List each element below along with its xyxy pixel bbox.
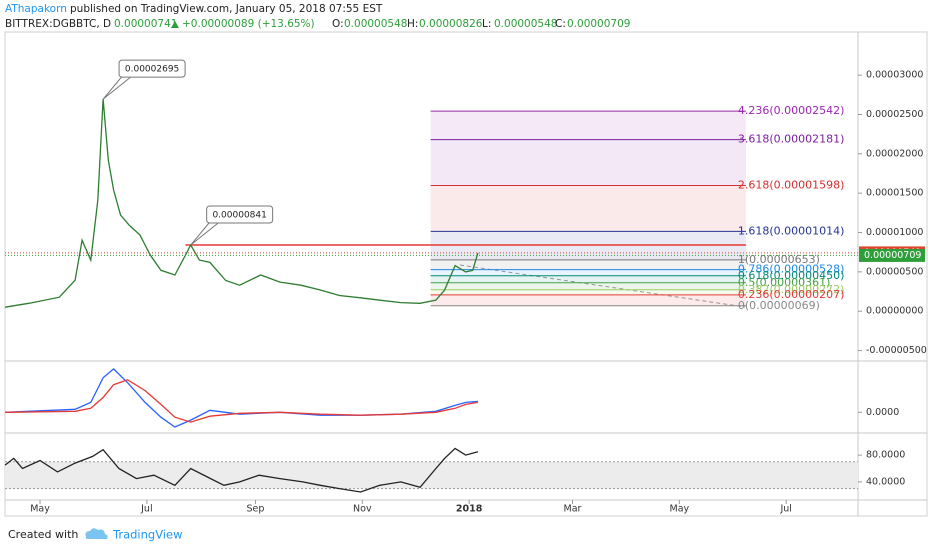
- y-tick-label: 0.00002000: [866, 148, 923, 159]
- price-tag: [859, 248, 925, 262]
- y-tick-label: 0.00001000: [866, 227, 923, 238]
- x-tick-label: Nov: [353, 504, 372, 515]
- y-tick-label: -0.00000500: [866, 345, 927, 356]
- x-tick-label: May: [30, 504, 50, 515]
- x-tick-label: 2018: [456, 504, 483, 515]
- series-line: [4, 99, 479, 308]
- author[interactable]: AThapakorn: [5, 3, 67, 15]
- y-tick-label: 40.0000: [866, 476, 905, 487]
- callout: [206, 205, 274, 224]
- fib-label: 0(0.00000069): [738, 299, 820, 312]
- y-tick-label: 0.00000000: [866, 306, 923, 317]
- x-tick-label: Sep: [247, 504, 265, 515]
- brand[interactable]: TradingView: [112, 528, 182, 542]
- callout: [118, 59, 186, 78]
- fib-label: 2.618(0.00001598): [738, 178, 845, 191]
- tradingview-logo: [85, 528, 108, 539]
- ohlc-value: 0.00000826: [419, 18, 483, 30]
- y-tick-label: 80.0000: [866, 450, 905, 461]
- fib-label: 0.5(0.00000361): [738, 276, 831, 289]
- y-tick-label: 0.00002500: [866, 109, 923, 120]
- symbol: BITTREX:DGBBTC, D: [5, 18, 111, 30]
- fib-label: 0.382(0.00000272): [738, 283, 845, 296]
- fib-label: 0.618(0.00000450): [738, 269, 845, 282]
- series-line: [4, 368, 478, 428]
- fib-zone: [430, 282, 746, 290]
- frame: [4, 31, 928, 517]
- ohlc-key: H:: [407, 18, 418, 30]
- up-arrow: [171, 21, 179, 28]
- change: +0.00000089 (+13.65%): [182, 18, 315, 30]
- ohlc-key: C:: [555, 18, 566, 30]
- ohlc-value: 0.00000548: [494, 18, 557, 30]
- fib-zone: [430, 275, 746, 283]
- fib-zone: [430, 185, 746, 232]
- price-tag-label: 0.00000709: [864, 250, 921, 261]
- fib-label: 0.786(0.00000528): [738, 263, 845, 276]
- x-tick-label: May: [670, 504, 690, 515]
- created-with: Created with: [8, 528, 78, 541]
- plot: -0.00000500 0.00000000 0.00000500 0.0000100…: [4, 59, 927, 515]
- callout-label: 0.00000841: [212, 211, 266, 221]
- ohlc-value: 0.00000548: [344, 18, 407, 30]
- series-line: [4, 379, 479, 423]
- published: published on TradingView.com, January 05…: [70, 3, 383, 15]
- ohlc-value: 0.00000709: [567, 18, 630, 30]
- fib-label: 0.236(0.00000207): [738, 288, 845, 301]
- fib-zone: [430, 259, 746, 270]
- ohlc-key: O:: [332, 18, 344, 30]
- series-line: [4, 447, 479, 493]
- rsi-band: [5, 461, 858, 489]
- fib-label: 1.618(0.00001014): [738, 224, 845, 237]
- callout-pointer: [190, 220, 223, 246]
- x-tick-label: Mar: [564, 504, 582, 515]
- fib-label: 3.618(0.00002181): [738, 133, 845, 146]
- y-tick-label: 0.00001500: [866, 188, 923, 199]
- fib-zone: [430, 111, 746, 140]
- y-tick-label: 0.00003000: [866, 70, 923, 81]
- callout-pointer: [102, 74, 135, 100]
- fib-zone: [430, 294, 746, 306]
- fib-label: 1(0.00000653): [738, 253, 820, 266]
- y-tick-label: 0.0000: [866, 407, 899, 418]
- x-tick-label: Jul: [140, 504, 152, 515]
- last-price: 0.00000741: [114, 18, 177, 30]
- fib-label: 4.236(0.00002542): [738, 104, 845, 117]
- x-tick-label: Jul: [779, 504, 791, 515]
- y-tick-label: 0.00000500: [866, 266, 923, 277]
- fib-zone: [430, 289, 746, 295]
- callout-label: 0.00002695: [125, 65, 179, 75]
- ohlc-key: L:: [482, 18, 491, 30]
- fib-zone: [430, 269, 746, 276]
- trend-line: [459, 264, 746, 308]
- fib-zone: [430, 139, 746, 186]
